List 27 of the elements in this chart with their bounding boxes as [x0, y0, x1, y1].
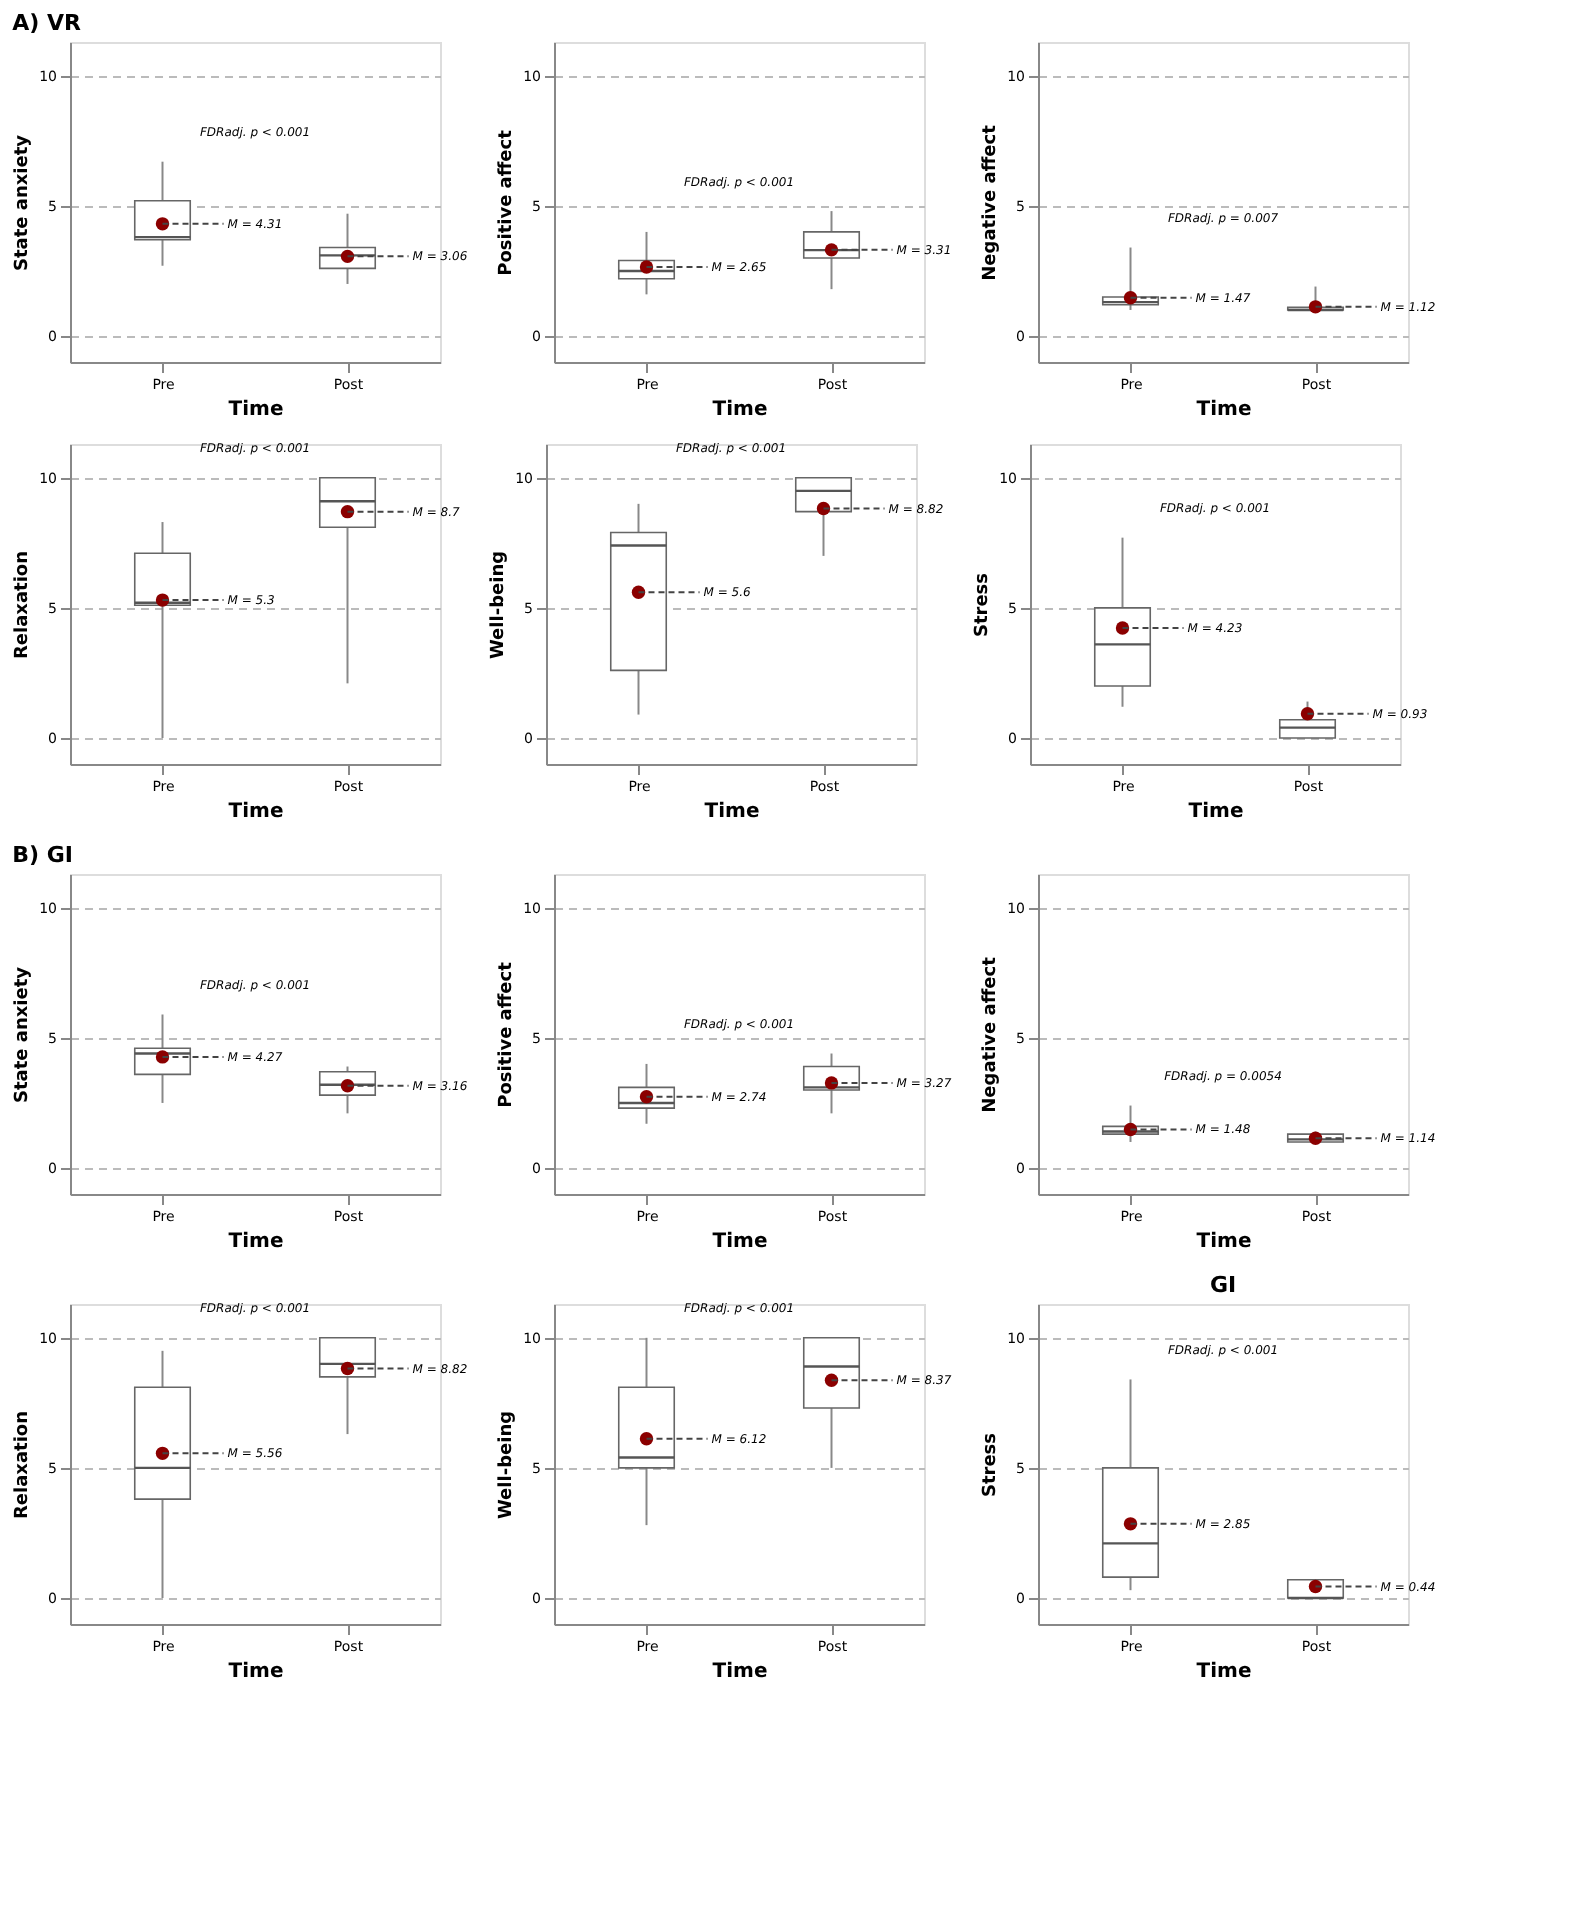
chart-title: A) VR [12, 10, 82, 36]
y-axis-title: Positive affect [497, 960, 518, 1108]
y-axis-title: Negative affect [981, 123, 1002, 281]
x-axis-title: Time [712, 399, 768, 421]
y-axis-title: State anxiety [13, 966, 34, 1104]
y-axis-title: Relaxation [13, 550, 34, 660]
x-axis-title: Time [228, 801, 284, 823]
x-axis-title: Time [228, 399, 284, 421]
x-axis-title: Time [228, 1661, 284, 1683]
x-axis-title: Time [712, 1231, 768, 1253]
x-axis-title: Time [1196, 399, 1252, 421]
x-axis-title: Time [704, 801, 760, 823]
x-axis-title: Time [1196, 1661, 1252, 1683]
x-axis-title: Time [712, 1661, 768, 1683]
y-axis-title: Stress [981, 1432, 1002, 1498]
y-axis-title: Well-being [497, 1410, 518, 1520]
y-axis-title: Negative affect [981, 955, 1002, 1113]
chart-title: B) GI [12, 842, 73, 868]
x-axis-title: Time [228, 1231, 284, 1253]
y-axis-title: Stress [973, 572, 994, 638]
y-axis-title: Relaxation [13, 1410, 34, 1520]
x-axis-title: Time [1196, 1231, 1252, 1253]
chart-title: GI [1209, 1272, 1237, 1298]
y-axis-title: Positive affect [497, 128, 518, 276]
y-axis-title: Well-being [489, 550, 510, 660]
y-axis-title: State anxiety [13, 134, 34, 272]
x-axis-title: Time [1188, 801, 1244, 823]
